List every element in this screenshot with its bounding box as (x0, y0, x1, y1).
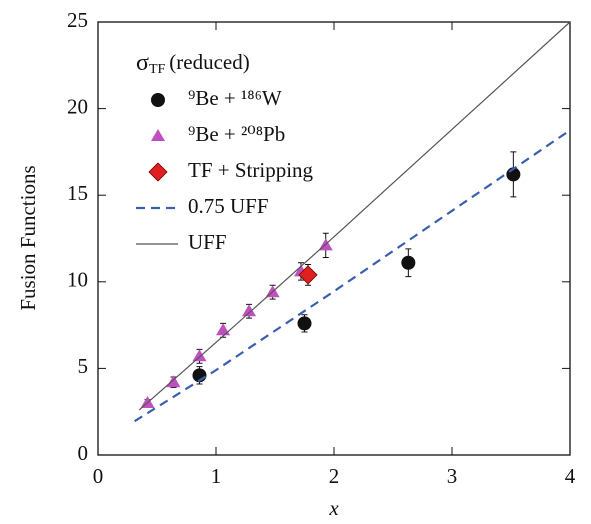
legend-title: σTF (reduced) (136, 50, 250, 78)
x-tick-label: 0 (93, 464, 104, 488)
x-tick-label: 3 (447, 464, 458, 488)
legend-label: ⁹Be + ²⁰⁸Pb (188, 122, 285, 146)
x-axis-label: x (328, 496, 339, 520)
legend-swatch (151, 93, 165, 107)
point (192, 349, 207, 362)
x-tick-label: 1 (211, 464, 222, 488)
legend-label: ⁹Be + ¹⁸⁶W (188, 86, 282, 110)
point (297, 316, 312, 331)
legend-label: TF + Stripping (188, 158, 314, 182)
legend-swatch (148, 162, 168, 182)
curve (138, 21, 571, 411)
legend-title-symbol: σ (136, 50, 149, 76)
legend-title-subscript: TF (149, 62, 166, 77)
curve (133, 129, 571, 423)
point (216, 323, 231, 336)
y-tick-label: 5 (78, 354, 89, 378)
point (242, 304, 257, 317)
y-tick-label: 0 (78, 441, 89, 465)
y-axis-label: Fusion Functions (16, 165, 40, 310)
legend-label: UFF (188, 230, 227, 254)
point (401, 255, 416, 270)
x-tick-label: 4 (565, 464, 576, 488)
point (298, 265, 318, 285)
y-tick-label: 20 (67, 94, 88, 118)
x-tick-label: 2 (329, 464, 340, 488)
y-tick-label: 25 (67, 8, 88, 32)
y-tick-label: 15 (67, 181, 88, 205)
y-tick-label: 10 (67, 268, 88, 292)
point (166, 375, 181, 388)
legend-swatch (151, 129, 165, 141)
legend-title-text: (reduced) (169, 50, 249, 74)
legend-label: 0.75 UFF (188, 194, 269, 218)
